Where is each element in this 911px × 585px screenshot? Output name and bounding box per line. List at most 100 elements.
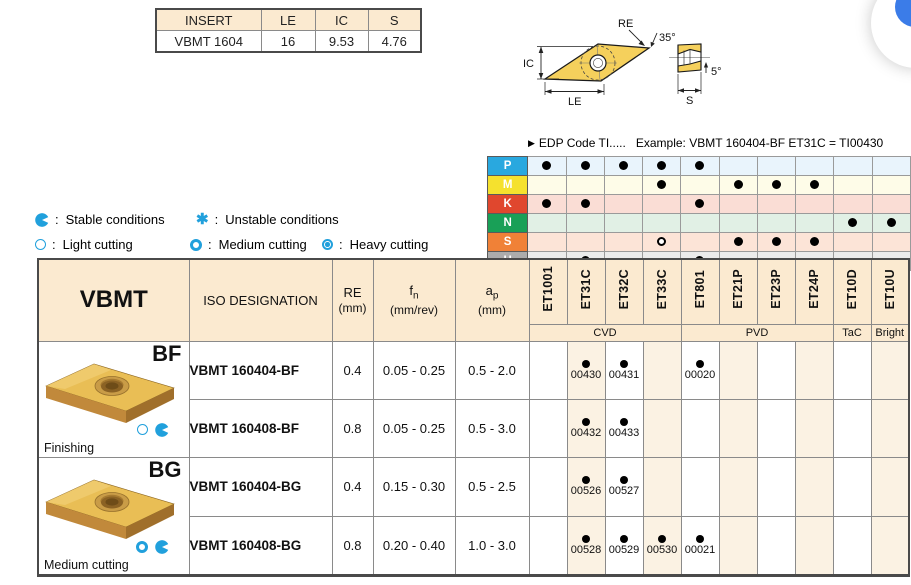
triangle-bullet-icon: ▶ — [528, 138, 535, 148]
material-row-p: P — [486, 156, 911, 176]
legend-colon: : — [339, 237, 343, 252]
feed-value: 0.05 - 0.25 — [372, 340, 456, 400]
edp-number: 00430 — [570, 368, 602, 381]
grade-column-header: ET24P — [794, 258, 834, 325]
edp-cell — [680, 456, 720, 517]
grade-column-header: ET21P — [718, 258, 758, 325]
edp-number: 00530 — [646, 543, 678, 556]
feed-header-unit: (mm/rev) — [390, 302, 438, 317]
material-class-label: S — [486, 232, 529, 252]
re-header: RE (mm) — [331, 258, 374, 342]
type-code-label: BG — [148, 456, 182, 482]
material-grade-cell — [527, 232, 567, 252]
edp-number: 00432 — [570, 426, 602, 439]
filled-dot-icon — [542, 161, 552, 171]
edp-cell: 00431 — [604, 340, 644, 400]
insert-photo — [45, 363, 175, 423]
edp-cell — [642, 456, 682, 517]
material-grade-cell — [603, 194, 644, 214]
coating-group-header: CVD — [528, 323, 682, 342]
coating-group-header: PVD — [680, 323, 834, 342]
availability-dot-icon — [696, 359, 704, 368]
iso-designation-value: VBMT 160404-BG — [188, 456, 333, 517]
filled-dot-icon — [733, 180, 743, 190]
spec-le-value: 16 — [260, 30, 316, 53]
feed-value: 0.05 - 0.25 — [372, 398, 456, 458]
medium-cutting-icon — [190, 238, 202, 251]
material-grade-cell — [871, 232, 911, 252]
material-grade-cell — [756, 194, 797, 214]
material-row-k: K — [486, 194, 911, 214]
edp-cell: 00529 — [604, 515, 644, 576]
doc-value: 0.5 - 2.0 — [454, 340, 530, 400]
material-grade-cell — [642, 213, 682, 233]
spec-value-row: VBMT 1604 16 9.53 4.76 — [155, 30, 422, 53]
grade-column-header: ET33C — [642, 258, 682, 325]
legend-light: : Light cutting — [35, 237, 190, 252]
edp-cell: 00433 — [604, 398, 644, 458]
dim-label-35deg: 35° — [659, 32, 676, 44]
doc-value: 0.5 - 3.0 — [454, 398, 530, 458]
edp-cell — [870, 340, 910, 400]
filled-dot-icon — [657, 161, 667, 171]
material-grade-cell — [565, 175, 605, 195]
edp-cell: 00527 — [604, 456, 644, 517]
insert-type-cell-bg: BG Medium cutting — [37, 456, 190, 576]
edp-cell — [718, 456, 758, 517]
edp-cell — [832, 398, 872, 458]
iso-designation-value: VBMT 160408-BG — [188, 515, 333, 576]
edp-number: 00527 — [608, 485, 640, 497]
spec-header-le: LE — [260, 8, 316, 31]
edp-cell — [870, 456, 910, 517]
material-grade-cell — [871, 213, 911, 233]
catalog-table: VBMT ISO DESIGNATION RE (mm) fn (mm/rev)… — [37, 258, 910, 577]
availability-dot-icon — [582, 417, 590, 426]
material-grade-cell — [603, 156, 644, 176]
material-class-label: P — [486, 156, 529, 176]
material-row-m: M — [486, 175, 911, 195]
material-grade-cell — [603, 175, 644, 195]
doc-value: 0.5 - 2.5 — [454, 456, 530, 517]
availability-dot-icon — [582, 534, 590, 543]
filled-dot-icon — [695, 199, 705, 209]
doc-header-label: ap — [485, 282, 499, 302]
material-grade-cell — [680, 156, 720, 176]
material-grade-cell — [718, 213, 758, 233]
doc-value: 1.0 - 3.0 — [454, 515, 530, 576]
edp-cell: 00528 — [566, 515, 606, 576]
material-grade-cell — [642, 194, 682, 214]
filled-dot-icon — [618, 161, 628, 171]
re-header-unit: (mm) — [338, 300, 367, 315]
filled-dot-icon — [695, 161, 705, 171]
edp-cell — [794, 456, 834, 517]
spec-header-insert: INSERT — [155, 8, 262, 31]
application-icons — [135, 539, 169, 554]
material-grade-cell — [795, 175, 835, 195]
spec-insert-value: VBMT 1604 — [155, 30, 262, 53]
dim-label-le: LE — [568, 96, 581, 108]
coating-group-header: Bright — [870, 323, 910, 342]
material-class-label: K — [486, 194, 529, 214]
feed-value: 0.15 - 0.30 — [372, 456, 456, 517]
insert-dimension-drawing: IC LE RE 35° 5° S — [523, 18, 722, 108]
edp-cell — [756, 398, 796, 458]
material-grade-cell — [871, 156, 911, 176]
edp-cell — [528, 515, 568, 576]
material-grade-cell — [718, 175, 758, 195]
filled-dot-icon — [886, 218, 896, 228]
application-label: Finishing — [44, 440, 95, 455]
re-value: 0.4 — [331, 456, 374, 517]
material-grade-cell — [756, 156, 797, 176]
filled-dot-icon — [810, 237, 820, 247]
grade-column-header: ET1001 — [528, 258, 568, 325]
filled-dot-icon — [733, 237, 743, 247]
spec-header-ic: IC — [314, 8, 369, 31]
material-grade-cell — [795, 156, 835, 176]
mat-grid-body: PMKNSH — [486, 156, 911, 271]
edp-cell — [528, 340, 568, 400]
material-grade-cell — [718, 194, 758, 214]
material-grade-cell — [833, 194, 873, 214]
availability-dot-icon — [658, 534, 666, 543]
legend-heavy: : Heavy cutting — [322, 237, 428, 252]
iso-designation-header: ISO DESIGNATION — [188, 258, 333, 342]
